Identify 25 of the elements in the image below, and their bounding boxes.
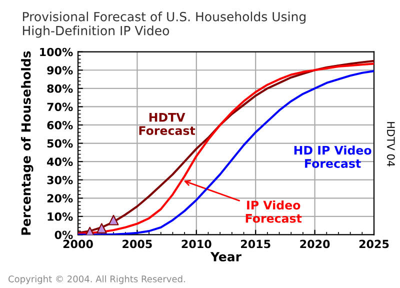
y-tick-label: 50% [47, 139, 73, 148]
y-tick-label: 90% [47, 66, 73, 75]
x-tick-label: 2015 [241, 240, 270, 248]
x-tick-label: 2025 [359, 240, 389, 248]
y-tick-label: 0% [54, 230, 73, 240]
y-tick-label: 80% [47, 84, 73, 93]
y-tick-label: 30% [47, 176, 73, 184]
text: IP Video Forecast [246, 200, 302, 223]
y-tick-label: 70% [47, 102, 73, 112]
text: Copyright © 2004. All Rights Reserved. [8, 275, 185, 284]
text: HD IP Video Forecast [294, 146, 372, 168]
y-tick-label: 20% [47, 194, 73, 203]
x-axis-title: Year [210, 252, 242, 262]
y-tick-label: 10% [48, 212, 73, 221]
x-tick-label: 2000 [63, 240, 93, 248]
y-axis-title: Percentage of Households [21, 51, 34, 235]
y-tick-label: 60% [47, 120, 73, 130]
y-tick-label: 100% [40, 48, 73, 56]
series-label: HDTV Forecast [139, 113, 196, 136]
text: HDTV 04 [386, 122, 395, 166]
x-tick-label: 2005 [122, 240, 152, 248]
y-tick-label: 40% [47, 158, 73, 166]
chart-title: Provisional Forecast of U.S. Households Using High-Definition IP Video [22, 12, 306, 38]
x-tick-label: 2010 [182, 240, 212, 248]
x-tick-label: 2020 [300, 240, 330, 248]
